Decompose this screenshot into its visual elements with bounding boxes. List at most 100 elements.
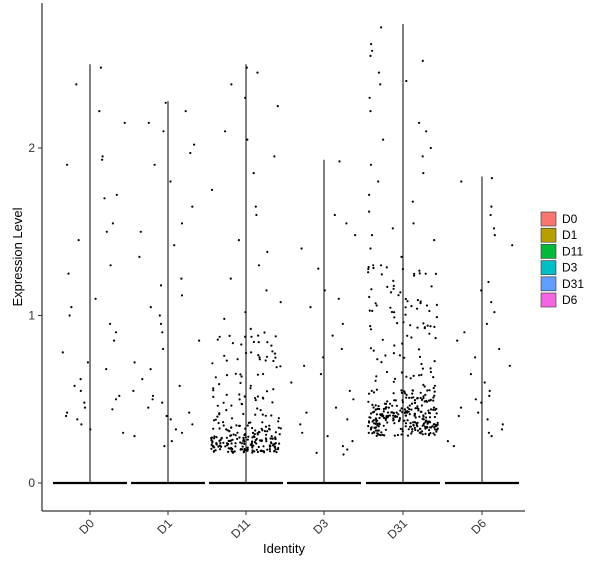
point <box>459 406 463 409</box>
point <box>412 374 415 377</box>
point <box>367 400 370 403</box>
point <box>65 414 68 418</box>
point <box>401 411 404 414</box>
point <box>229 277 232 280</box>
point <box>368 309 371 312</box>
point <box>369 347 372 350</box>
point <box>240 375 243 378</box>
point <box>425 304 429 307</box>
point <box>173 244 176 247</box>
point <box>340 347 343 351</box>
point <box>368 193 371 196</box>
point <box>375 426 378 429</box>
point <box>367 271 370 274</box>
point <box>410 336 413 339</box>
point <box>417 348 421 351</box>
point <box>393 399 396 402</box>
point <box>266 250 269 253</box>
point <box>273 445 276 448</box>
point <box>299 423 302 426</box>
point <box>266 448 269 451</box>
point <box>398 418 401 421</box>
point <box>403 408 406 411</box>
point <box>435 412 438 415</box>
point <box>265 355 269 358</box>
point <box>393 344 396 347</box>
point <box>382 138 385 141</box>
point <box>434 425 438 428</box>
point <box>211 362 214 365</box>
point <box>234 442 237 445</box>
point <box>230 426 233 429</box>
point <box>369 328 373 331</box>
point <box>498 347 501 351</box>
point <box>369 54 372 58</box>
point <box>274 448 277 451</box>
point <box>274 335 277 338</box>
point <box>398 417 401 420</box>
point <box>373 431 376 434</box>
point <box>246 424 249 427</box>
point <box>388 414 391 417</box>
point <box>242 451 245 454</box>
point <box>256 395 259 398</box>
point <box>414 416 417 419</box>
point <box>409 377 412 380</box>
point <box>254 413 257 416</box>
point <box>413 274 416 277</box>
point <box>436 421 439 424</box>
point <box>240 402 243 405</box>
point <box>426 422 429 425</box>
point <box>270 435 273 438</box>
y-tick-label: 2 <box>28 141 35 155</box>
point <box>399 409 402 412</box>
legend-label-D3: D3 <box>562 261 578 275</box>
point <box>210 443 213 446</box>
point <box>236 358 239 361</box>
point <box>331 334 334 337</box>
point <box>262 372 265 376</box>
point <box>251 426 254 430</box>
point <box>402 321 405 324</box>
point <box>101 158 104 161</box>
point <box>369 247 372 250</box>
point <box>273 450 276 453</box>
point <box>265 438 268 441</box>
point <box>432 399 435 402</box>
point <box>427 411 431 414</box>
point <box>300 247 303 250</box>
point <box>374 379 377 382</box>
point <box>368 210 371 213</box>
point <box>272 359 275 363</box>
point <box>428 309 431 313</box>
point <box>225 442 229 445</box>
point <box>397 413 400 416</box>
point <box>403 356 406 359</box>
point <box>73 384 76 387</box>
point <box>252 340 255 344</box>
point <box>418 431 421 434</box>
point <box>246 438 249 441</box>
point <box>219 445 223 448</box>
point <box>225 428 228 431</box>
point <box>424 393 427 396</box>
point <box>370 426 373 429</box>
point <box>420 373 423 376</box>
point <box>401 342 404 345</box>
point <box>250 351 253 354</box>
point <box>111 222 114 225</box>
point <box>428 332 431 335</box>
point <box>424 432 427 435</box>
point <box>277 420 280 423</box>
point <box>384 428 387 431</box>
point <box>222 401 225 404</box>
point <box>254 397 257 400</box>
point <box>413 426 416 430</box>
point <box>230 417 234 420</box>
point <box>405 396 408 399</box>
point <box>404 392 407 395</box>
point <box>433 390 436 393</box>
point <box>254 205 257 208</box>
legend-label-D1: D1 <box>562 228 578 242</box>
point <box>319 373 323 376</box>
